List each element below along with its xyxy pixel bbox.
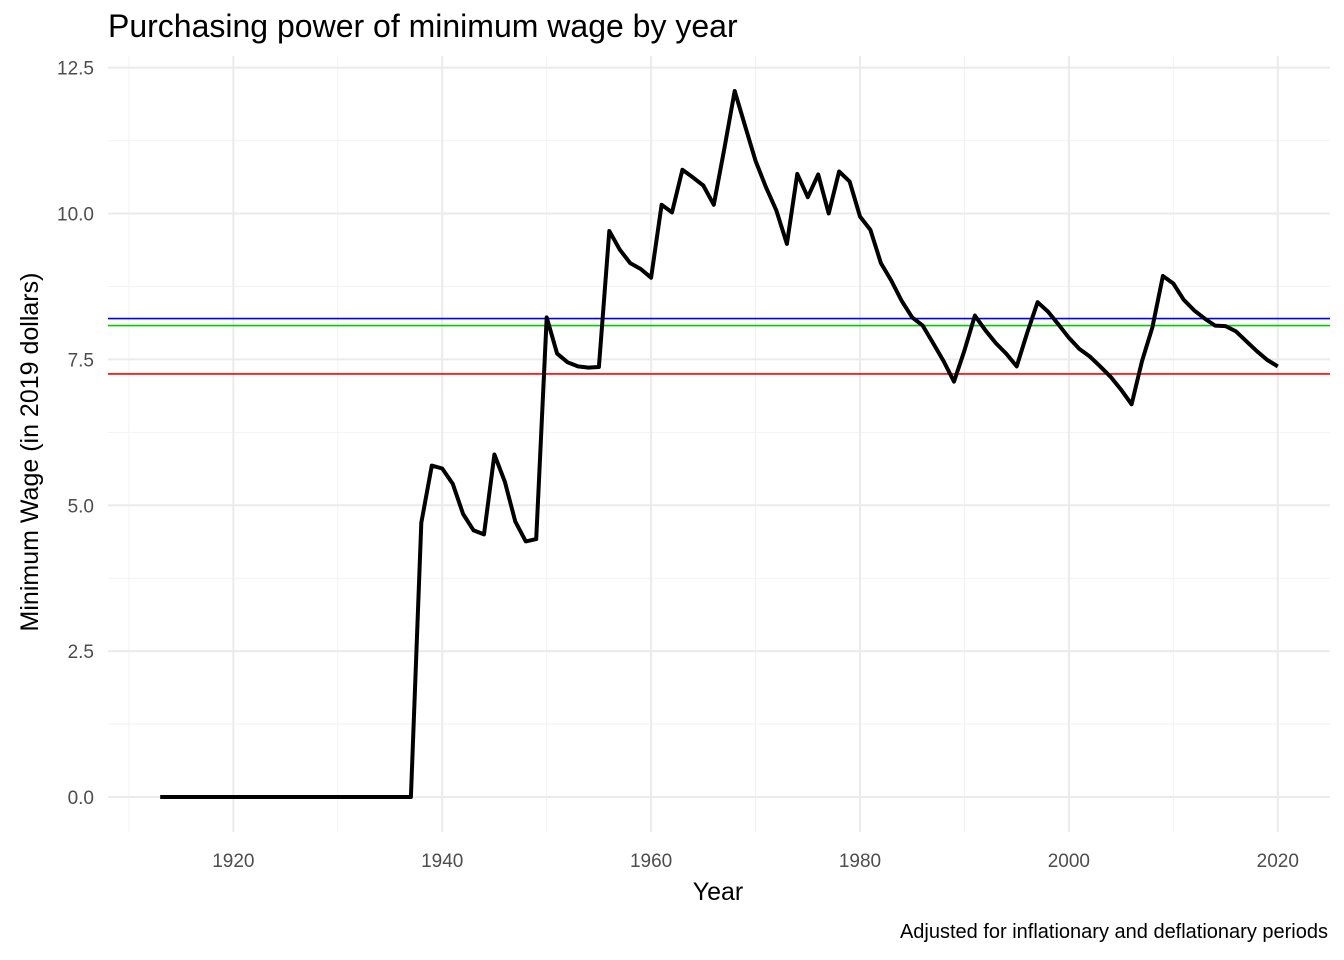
y-tick-label: 2.5 <box>68 642 94 663</box>
y-tick-label: 10.0 <box>57 205 94 226</box>
y-tick-label: 5.0 <box>68 496 94 517</box>
chart-title: Purchasing power of minimum wage by year <box>108 8 738 44</box>
series-line <box>160 89 1279 799</box>
x-tick-label: 1960 <box>630 851 672 872</box>
x-tick-label: 1920 <box>212 851 254 872</box>
y-tick-label: 12.5 <box>57 59 94 80</box>
grid <box>108 56 1330 832</box>
x-tick-label: 1980 <box>839 851 881 872</box>
x-tick-label: 1940 <box>421 851 463 872</box>
x-axis-title: Year <box>693 878 744 906</box>
tick-labels: 1920 1940 1960 1980 2000 2020 0.0 2.5 5.0 7.5 10.0… <box>57 59 1299 872</box>
y-axis-title: Minimum Wage (in 2019 dollars) <box>16 273 44 632</box>
x-tick-label: 2020 <box>1257 851 1299 872</box>
y-tick-label: 7.5 <box>68 350 94 371</box>
chart-caption: Adjusted for inflationary and deflationa… <box>899 921 1328 943</box>
series-layer <box>160 89 1279 799</box>
reference-lines <box>108 317 1330 375</box>
y-tick-label: 0.0 <box>68 788 94 809</box>
x-tick-label: 2000 <box>1048 851 1090 872</box>
